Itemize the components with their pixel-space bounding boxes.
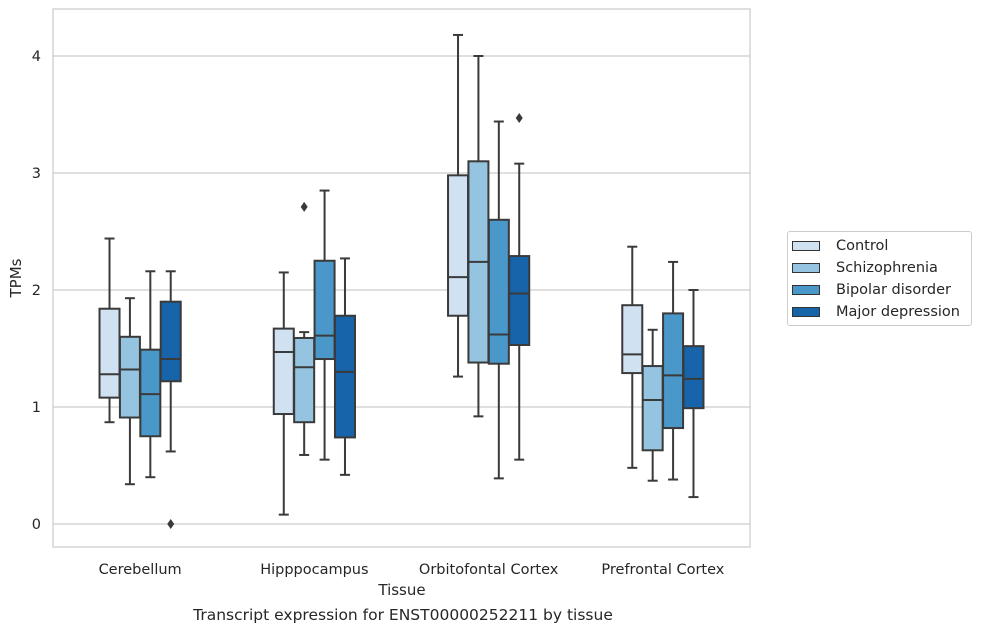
- box-bipolar-disorder: [487, 120, 510, 480]
- legend-label: Bipolar disorder: [836, 282, 951, 298]
- box-schizophrenia: [118, 297, 141, 486]
- box-bipolar-disorder: [313, 189, 336, 461]
- box-iqr: [159, 300, 182, 383]
- x-tick-label: Hipppocampus: [260, 562, 368, 578]
- box-plot-chart: 0 1 2 3 4 Cerebellum Hipppocampus Orbitofontal…: [7, 8, 751, 599]
- legend-swatch-control: [792, 241, 820, 251]
- x-tick-label: Prefrontal Cortex: [601, 562, 724, 578]
- box-control: [98, 237, 121, 424]
- box-iqr: [313, 259, 336, 361]
- box-control: [447, 33, 470, 378]
- legend-item-major-depression: Major depression: [792, 301, 960, 323]
- x-tick-label: Cerebellum: [99, 562, 182, 578]
- figure-caption: Transcript expression for ENST0000025221…: [193, 606, 613, 624]
- plot-frame: [52, 8, 751, 548]
- legend-label: Control: [836, 238, 889, 254]
- box-plot-marks: [98, 33, 705, 529]
- box-major-depression: [333, 257, 356, 476]
- box-major-depression: [159, 270, 182, 529]
- x-tick-labels: Cerebellum Hipppocampus Orbitofontal Corte…: [99, 562, 725, 578]
- legend-swatch-major-depression: [792, 307, 820, 317]
- box-iqr: [447, 174, 470, 317]
- box-bipolar-disorder: [139, 270, 162, 479]
- x-tick-label: Orbitofontal Cortex: [419, 562, 559, 578]
- outlier-point: [515, 113, 523, 124]
- legend-item-control: Control: [792, 235, 888, 257]
- legend-item-schizophrenia: Schizophrenia: [792, 257, 938, 279]
- box-iqr: [118, 335, 141, 419]
- box-iqr: [293, 336, 316, 424]
- y-tick-label: 3: [32, 166, 41, 182]
- box-schizophrenia: [293, 201, 316, 456]
- legend-swatch-schizophrenia: [792, 263, 820, 273]
- box-major-depression: [682, 289, 705, 499]
- legend-swatch-bipolar-disorder: [792, 285, 820, 295]
- box-iqr: [272, 327, 295, 416]
- box-major-depression: [508, 113, 531, 461]
- outlier-point: [300, 201, 308, 212]
- y-tick-label: 2: [32, 283, 41, 299]
- box-iqr: [621, 304, 644, 375]
- legend-label: Schizophrenia: [836, 260, 938, 276]
- chart-legend: Control Schizophrenia Bipolar disorder M…: [787, 231, 972, 326]
- box-iqr: [682, 345, 705, 410]
- outlier-point: [167, 519, 175, 529]
- box-iqr: [139, 348, 162, 438]
- box-iqr: [98, 307, 121, 399]
- grid-lines: [53, 55, 750, 525]
- y-tick-labels: 0 1 2 3 4: [32, 49, 41, 533]
- box-bipolar-disorder: [662, 260, 685, 481]
- legend-label: Major depression: [836, 304, 960, 320]
- y-tick-label: 1: [32, 400, 41, 416]
- box-schizophrenia: [467, 55, 490, 418]
- box-schizophrenia: [641, 328, 664, 482]
- box-iqr: [333, 314, 356, 439]
- box-control: [272, 271, 295, 516]
- box-iqr: [487, 218, 510, 365]
- y-tick-label: 0: [32, 517, 41, 533]
- y-tick-label: 4: [32, 49, 41, 65]
- legend-item-bipolar-disorder: Bipolar disorder: [792, 279, 951, 301]
- x-axis-label: Tissue: [377, 581, 425, 599]
- box-iqr: [508, 255, 531, 346]
- box-iqr: [641, 365, 664, 452]
- box-control: [621, 245, 644, 469]
- box-iqr: [662, 312, 685, 430]
- y-axis-label: TPMs: [7, 258, 25, 298]
